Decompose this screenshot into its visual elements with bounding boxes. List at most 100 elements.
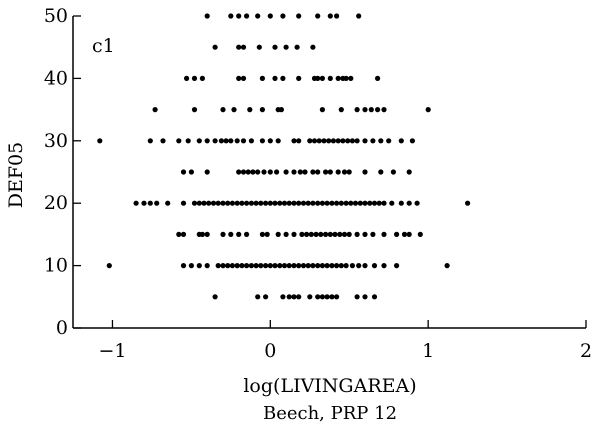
data-point xyxy=(228,13,234,19)
data-point xyxy=(165,200,171,206)
data-point xyxy=(204,263,210,269)
data-point xyxy=(308,231,314,237)
data-point xyxy=(371,200,378,206)
data-point xyxy=(297,169,303,175)
data-point xyxy=(335,169,341,175)
data-point xyxy=(296,138,302,144)
data-point xyxy=(362,138,368,144)
data-point xyxy=(357,200,363,206)
data-point xyxy=(296,13,302,19)
data-point xyxy=(286,294,292,300)
data-point xyxy=(236,75,242,81)
data-point xyxy=(375,75,381,81)
data-point xyxy=(368,107,374,113)
data-point xyxy=(106,263,112,269)
data-point xyxy=(263,263,269,269)
data-point xyxy=(281,200,288,206)
x-axis-label: log(LIVINGAREA) xyxy=(243,375,416,397)
data-point xyxy=(321,138,327,144)
data-point xyxy=(259,138,265,144)
chart-caption: Beech, PRP 12 xyxy=(263,403,397,424)
data-point xyxy=(248,200,254,206)
data-point xyxy=(261,169,267,175)
data-point xyxy=(212,294,218,300)
data-point xyxy=(302,169,308,175)
data-point xyxy=(244,263,250,269)
data-point xyxy=(204,138,210,144)
data-point xyxy=(341,169,348,175)
data-point xyxy=(401,231,408,237)
data-point xyxy=(304,231,310,237)
data-point xyxy=(315,169,321,175)
data-point xyxy=(324,263,330,269)
data-point xyxy=(267,200,273,206)
data-point xyxy=(346,169,352,175)
data-point xyxy=(191,75,198,81)
data-point xyxy=(362,294,368,300)
data-point xyxy=(337,231,343,237)
data-point xyxy=(280,13,286,19)
data-point xyxy=(319,107,325,113)
data-point xyxy=(154,200,160,206)
data-point xyxy=(352,200,359,206)
data-point xyxy=(390,169,396,175)
data-point xyxy=(231,107,237,113)
data-point xyxy=(362,107,368,113)
data-point xyxy=(283,231,289,237)
data-point xyxy=(210,200,217,206)
y-tick-label: 50 xyxy=(44,5,68,27)
data-point xyxy=(381,231,387,237)
data-point xyxy=(367,200,373,206)
data-point xyxy=(286,200,292,206)
data-point xyxy=(338,107,344,113)
points-layer xyxy=(97,13,471,300)
data-point xyxy=(315,263,321,269)
data-point xyxy=(188,263,194,269)
data-point xyxy=(253,200,259,206)
data-point xyxy=(229,200,235,206)
data-point xyxy=(354,231,360,237)
data-point xyxy=(236,13,242,19)
data-point xyxy=(354,294,360,300)
data-point xyxy=(291,294,297,300)
data-point xyxy=(296,200,302,206)
data-point xyxy=(378,138,384,144)
data-point xyxy=(291,169,297,175)
data-point xyxy=(406,200,412,206)
data-point xyxy=(212,44,218,50)
data-point xyxy=(299,231,305,237)
data-point xyxy=(258,200,264,206)
data-point xyxy=(409,138,415,144)
data-point xyxy=(236,231,242,237)
data-point xyxy=(362,231,368,237)
data-point xyxy=(326,138,332,144)
data-point xyxy=(244,231,250,237)
data-point xyxy=(141,200,147,206)
data-point xyxy=(275,138,281,144)
data-point xyxy=(323,231,329,237)
data-point xyxy=(275,231,281,237)
data-point xyxy=(281,263,288,269)
data-point xyxy=(245,169,251,175)
data-point xyxy=(244,13,250,19)
data-point xyxy=(335,138,341,144)
data-point xyxy=(323,169,329,175)
data-point xyxy=(313,231,319,237)
data-point xyxy=(343,263,349,269)
data-point xyxy=(346,231,352,237)
data-point xyxy=(291,263,297,269)
data-point xyxy=(362,263,368,269)
data-point xyxy=(255,294,261,300)
data-point xyxy=(277,200,283,206)
data-point xyxy=(248,263,254,269)
data-point xyxy=(239,200,245,206)
data-point xyxy=(267,13,273,19)
data-point xyxy=(425,107,431,113)
data-point xyxy=(263,294,269,300)
data-point xyxy=(240,138,247,144)
data-point xyxy=(220,107,226,113)
data-point xyxy=(348,200,354,206)
data-point xyxy=(327,13,333,19)
data-point xyxy=(220,231,226,237)
data-point xyxy=(362,200,368,206)
